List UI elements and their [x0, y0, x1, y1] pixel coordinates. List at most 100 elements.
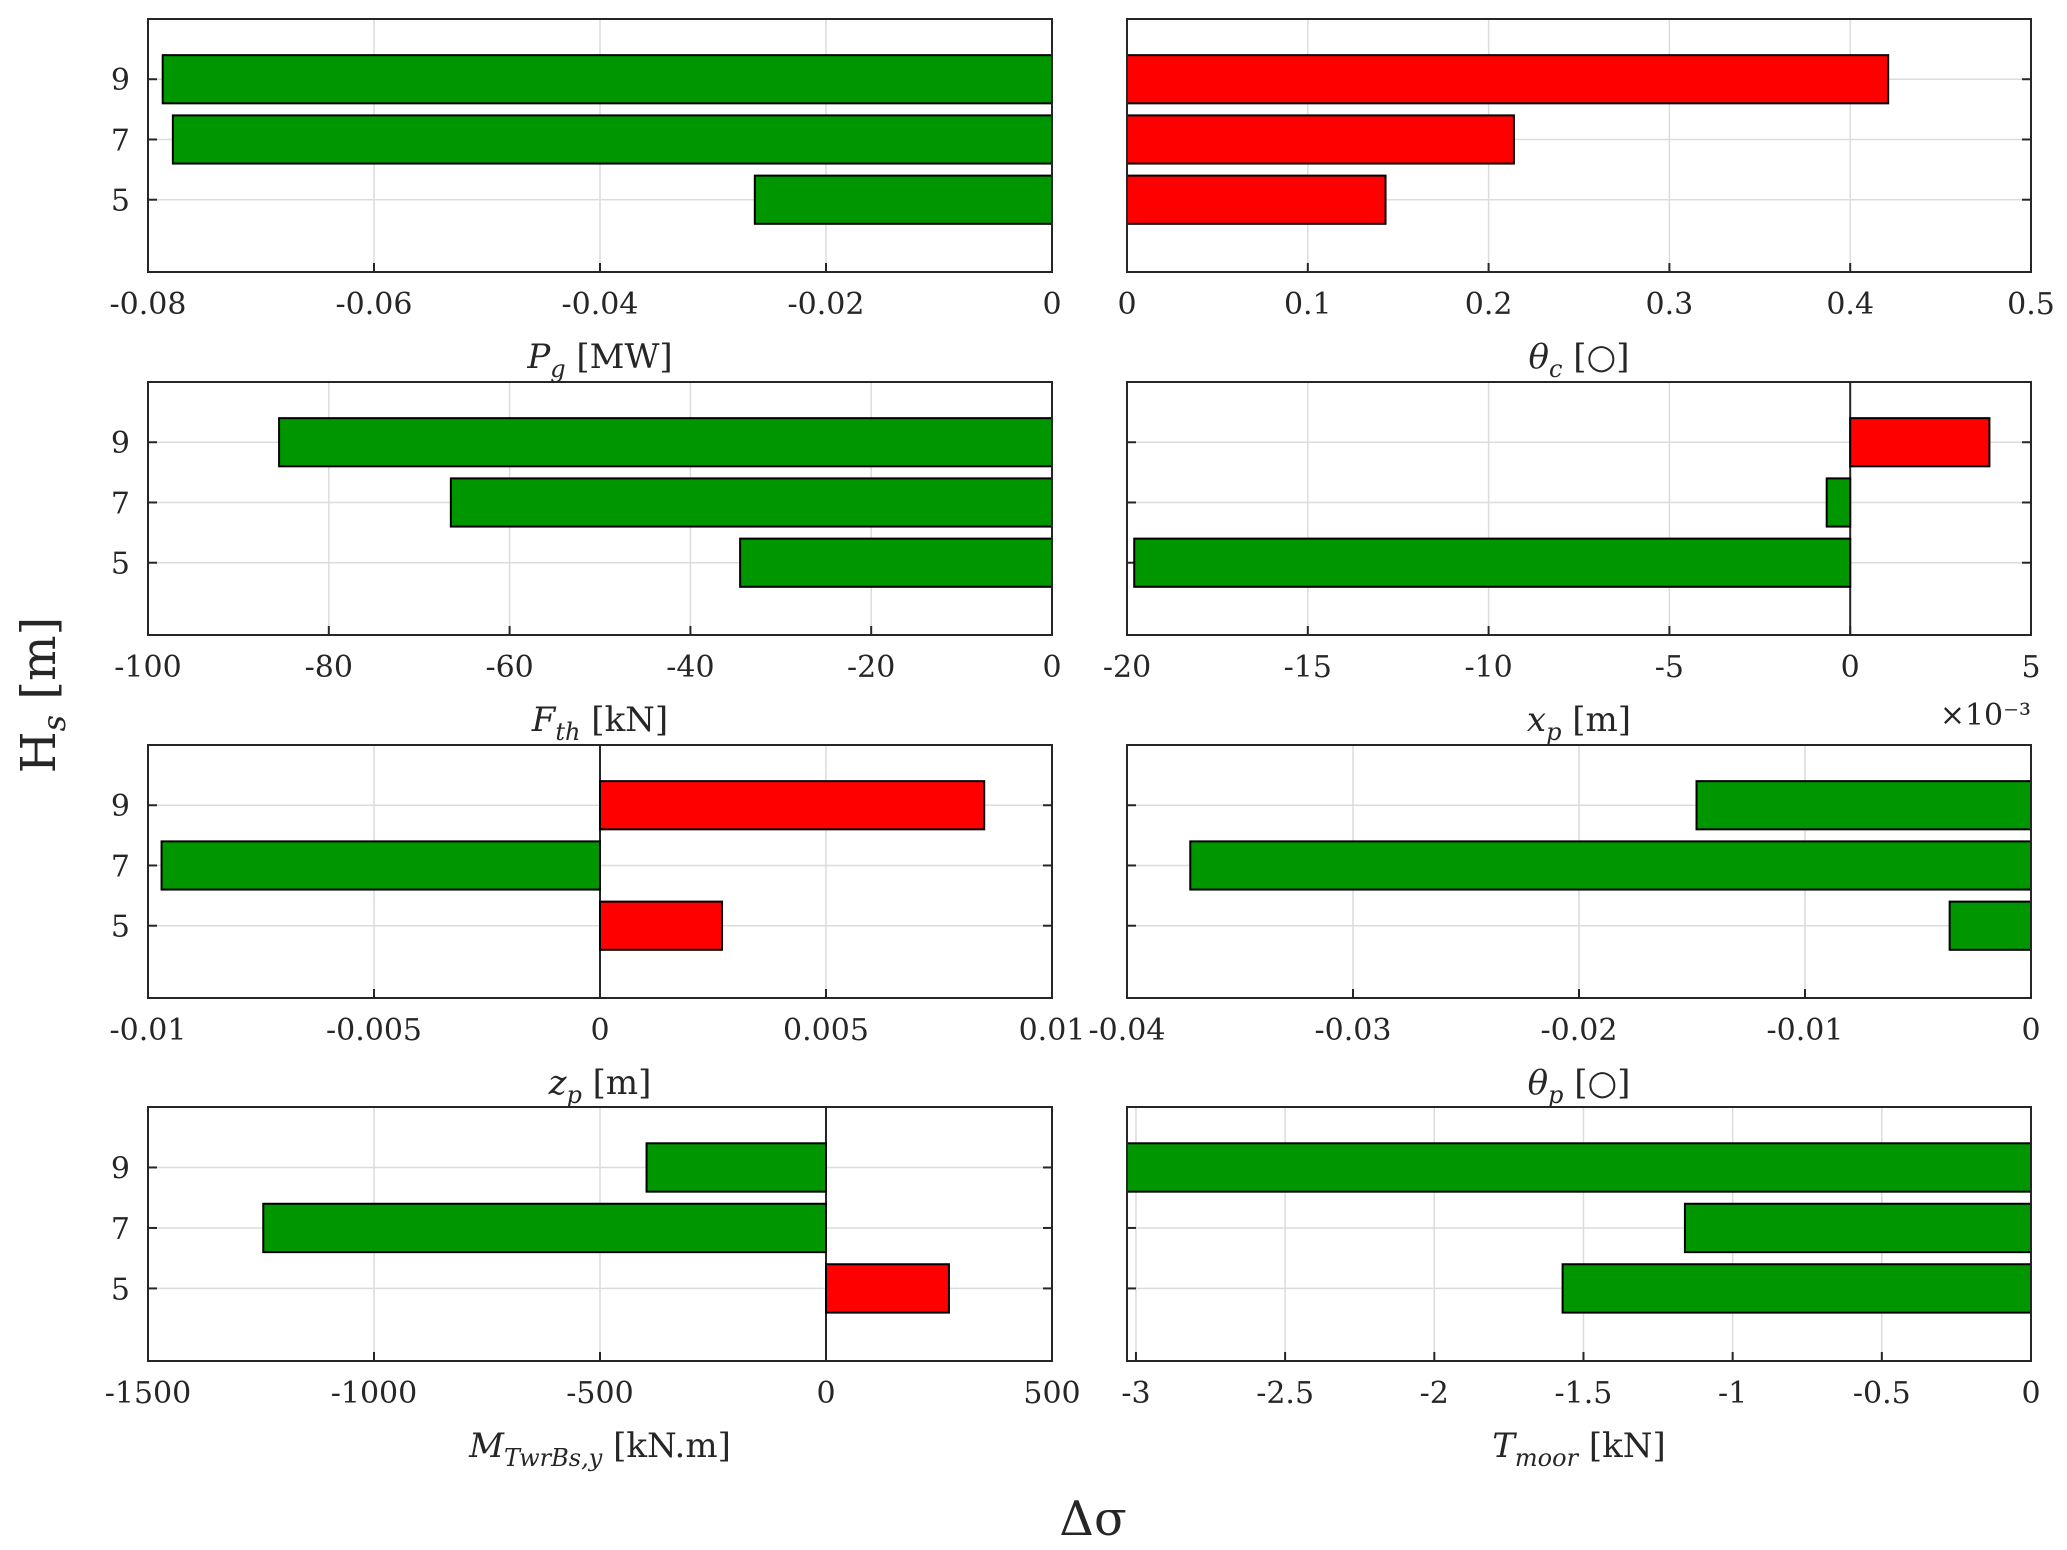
y-tick-label: 5 — [111, 184, 130, 219]
bar-hs-5 — [599, 900, 724, 951]
bar-hs-5 — [1126, 174, 1387, 225]
x-tick-label: -0.02 — [1541, 1013, 1618, 1048]
subplot-grid: -0.08 -0.06 -0.04 -0.02 0 5 7 9 Pg [MW] 0 0.1 0.2 0.… — [105, 18, 2055, 1472]
x-tick-label: -2 — [1420, 1376, 1449, 1411]
axes-frame — [147, 744, 1053, 999]
axes-frame — [1126, 18, 2032, 273]
x-tick-label: -3 — [1121, 1376, 1150, 1411]
x-axis-title: θc [○] — [1529, 337, 1630, 383]
x-tick-label: 0 — [2021, 1013, 2040, 1048]
x-tick-label: 0.1 — [1284, 287, 1332, 322]
bar-hs-5 — [1948, 900, 2033, 951]
x-axis-title: MTwrBs,y [kN.m] — [468, 1426, 731, 1472]
bar-hs-5 — [739, 537, 1053, 588]
x-tick-label: -20 — [847, 650, 895, 685]
x-tick-label: -0.005 — [326, 1013, 422, 1048]
x-axis-title: Pg [MW] — [526, 337, 672, 383]
x-tick-label: -100 — [114, 650, 181, 685]
x-tick-label: -80 — [305, 650, 353, 685]
x-tick-label: 0 — [1042, 287, 1061, 322]
axes-frame — [147, 1106, 1053, 1362]
x-exponent-label: ×10⁻³ — [1940, 698, 2031, 733]
bar-hs-5 — [753, 174, 1053, 225]
x-tick-label: 0.005 — [783, 1013, 869, 1048]
bar-hs-5 — [1133, 537, 1852, 588]
x-tick-label: -5 — [1655, 650, 1684, 685]
bar-hs-5 — [1561, 1263, 2032, 1314]
y-tick-label: 7 — [111, 849, 130, 884]
x-tick-label: -500 — [566, 1376, 633, 1411]
subplot-2: 0 0.1 0.2 0.3 0.4 0.5 θc [○] — [1117, 18, 2055, 383]
x-tick-label: 0.3 — [1646, 287, 1694, 322]
x-tick-label: -0.08 — [110, 287, 187, 322]
x-tick-label: -1 — [1718, 1376, 1747, 1411]
bar-hs-7 — [171, 114, 1054, 165]
x-tick-label: 0 — [816, 1376, 835, 1411]
y-tick-label: 7 — [111, 123, 130, 158]
bar-hs-9 — [278, 417, 1053, 468]
axes-frame — [1126, 381, 2032, 636]
x-axis-title: Tmoor [kN] — [1492, 1426, 1666, 1472]
x-tick-label: -20 — [1103, 650, 1151, 685]
figure-y-axis-title: Hs [m] — [11, 617, 73, 774]
x-tick-label: -0.03 — [1315, 1013, 1392, 1048]
y-tick-label: 5 — [111, 910, 130, 945]
bar-hs-5 — [825, 1263, 950, 1314]
x-tick-label: 0 — [1117, 287, 1136, 322]
axes-frame — [1126, 1106, 2032, 1362]
x-tick-label: -40 — [666, 650, 714, 685]
x-tick-label: -10 — [1464, 650, 1512, 685]
x-tick-label: 0 — [590, 1013, 609, 1048]
subplot-3: -100 -80 -60 -40 -20 0 5 7 9 Fth [kN] — [111, 381, 1062, 746]
x-tick-label: -1.5 — [1555, 1376, 1613, 1411]
x-tick-label: 0.2 — [1465, 287, 1513, 322]
bar-hs-7 — [1825, 477, 1852, 528]
x-tick-label: -0.04 — [562, 287, 639, 322]
bar-hs-9 — [645, 1142, 828, 1193]
x-tick-label: -60 — [485, 650, 533, 685]
bar-hs-7 — [449, 477, 1053, 528]
subplot-6: -0.04 -0.03 -0.02 -0.01 0 θp [○] — [1089, 744, 2041, 1109]
x-tick-label: -1500 — [105, 1376, 191, 1411]
x-tick-label: 0 — [1042, 650, 1061, 685]
bar-hs-7 — [160, 840, 601, 891]
x-axis-title: Fth [kN] — [531, 700, 668, 746]
bar-hs-9 — [1849, 417, 1991, 468]
x-tick-label: -15 — [1284, 650, 1332, 685]
x-axis-title: xp [m] — [1527, 700, 1631, 746]
bar-hs-9 — [599, 780, 986, 831]
x-tick-label: 0.5 — [2007, 287, 2055, 322]
x-tick-label: 5 — [2021, 650, 2040, 685]
x-tick-label: 500 — [1023, 1376, 1080, 1411]
bar-hs-9 — [1126, 54, 1890, 105]
x-tick-label: 0.01 — [1019, 1013, 1086, 1048]
axes-frame — [147, 18, 1053, 273]
y-tick-label: 5 — [111, 547, 130, 582]
x-tick-label: -0.01 — [1767, 1013, 1844, 1048]
x-axis-title: θp [○] — [1528, 1063, 1631, 1109]
bar-hs-7 — [1683, 1202, 2032, 1254]
axes-frame — [1126, 744, 2032, 999]
figure-x-axis-title: Δσ — [1059, 1491, 1126, 1547]
x-tick-label: -0.5 — [1853, 1376, 1911, 1411]
subplot-7: -1500 -1000 -500 0 500 5 7 9 MTwrBs,y [kN.m] — [105, 1106, 1081, 1472]
subplot-5: -0.01 -0.005 0 0.005 0.01 5 7 9 zp [m] — [110, 744, 1086, 1109]
x-tick-label: -2.5 — [1256, 1376, 1314, 1411]
x-tick-label: -0.01 — [110, 1013, 187, 1048]
x-tick-label: -0.06 — [336, 287, 413, 322]
y-tick-label: 7 — [111, 1212, 130, 1247]
y-tick-label: 7 — [111, 486, 130, 521]
subplot-8: -3 -2.5 -2 -1.5 -1 -0.5 0 Tmoor [kN] — [1121, 1106, 2041, 1472]
x-axis-title: zp [m] — [548, 1063, 652, 1109]
bar-hs-9 — [1695, 780, 2033, 831]
axes-frame — [147, 381, 1053, 636]
y-tick-label: 9 — [111, 63, 130, 98]
bar-hs-7 — [262, 1202, 827, 1254]
y-tick-label: 5 — [111, 1272, 130, 1307]
bar-hs-7 — [1126, 114, 1515, 165]
y-tick-label: 9 — [111, 426, 130, 461]
subplot-1: -0.08 -0.06 -0.04 -0.02 0 5 7 9 Pg [MW] — [110, 18, 1062, 383]
x-tick-label: -0.04 — [1089, 1013, 1166, 1048]
subplot-4: -20 -15 -10 -5 0 5 xp [m] ×10⁻³ — [1103, 381, 2041, 746]
